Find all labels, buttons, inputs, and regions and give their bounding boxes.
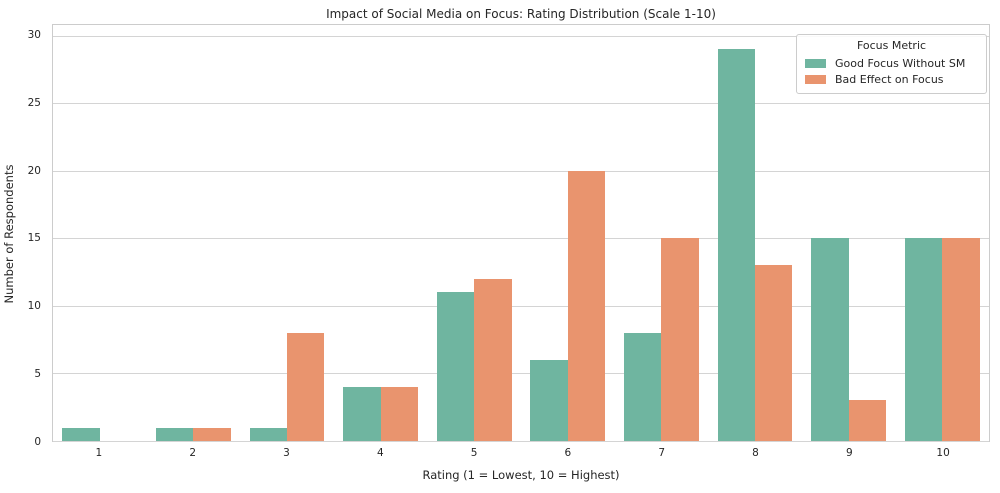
gridline-y-10 (53, 305, 989, 307)
gridline-y-15 (53, 238, 989, 240)
ytick-label-20: 20 (27, 164, 41, 177)
bar-good-focus-without-sm-rating-3 (249, 427, 287, 441)
ytick-label-0: 0 (34, 436, 41, 448)
legend-swatch-icon (805, 58, 826, 68)
ytick-label-10: 10 (27, 300, 41, 313)
xtick-label-6: 6 (564, 447, 572, 459)
legend-item-good-focus-without-sm: Good Focus Without SM (805, 55, 978, 71)
bar-bad-effect-on-focus-rating-5 (474, 278, 512, 441)
xtick-label-10: 10 (936, 447, 950, 459)
legend-items: Good Focus Without SM Bad Effect on Focus (805, 55, 978, 87)
gridline-y-5 (53, 373, 989, 375)
xtick-label-3: 3 (283, 447, 290, 459)
bar-good-focus-without-sm-rating-8 (717, 49, 755, 441)
legend-title: Focus Metric (856, 39, 927, 52)
xtick-label-2: 2 (189, 447, 197, 459)
gridline-y-0 (53, 441, 989, 442)
bar-good-focus-without-sm-rating-4 (343, 386, 381, 441)
ytick-label-5: 5 (34, 368, 41, 381)
bar-good-focus-without-sm-rating-7 (623, 332, 662, 441)
gridline-y-30 (53, 35, 989, 37)
gridline-y-25 (53, 103, 989, 105)
bar-bad-effect-on-focus-rating-9 (848, 400, 887, 441)
xtick-label-4: 4 (376, 447, 384, 459)
bar-bad-effect-on-focus-rating-3 (287, 332, 325, 441)
bar-bad-effect-on-focus-rating-7 (661, 238, 699, 441)
xtick-label-5: 5 (470, 447, 478, 459)
bar-good-focus-without-sm-rating-6 (530, 359, 568, 441)
xtick-label-8: 8 (752, 447, 759, 459)
bar-good-focus-without-sm-rating-1 (62, 427, 100, 441)
xtick-label-7: 7 (658, 447, 666, 459)
bar-bad-effect-on-focus-rating-2 (193, 427, 231, 441)
gridline-y-20 (53, 170, 989, 172)
xtick-label-9: 9 (845, 447, 853, 459)
legend-swatch-icon (805, 74, 826, 84)
bar-bad-effect-on-focus-rating-6 (567, 170, 606, 441)
x-axis-label: Rating (1 = Lowest, 10 = Highest) (422, 468, 620, 482)
legend-item-label: Good Focus Without SM (835, 56, 966, 70)
x-axis-ticks: 1 2 3 4 5 6 7 8 9 10 (52, 447, 990, 462)
bar-good-focus-without-sm-rating-5 (436, 292, 475, 441)
bar-good-focus-without-sm-rating-10 (904, 238, 943, 441)
ytick-label-25: 25 (27, 96, 41, 109)
bar-good-focus-without-sm-rating-2 (155, 427, 194, 441)
chart-title: Impact of Social Media on Focus: Rating … (326, 7, 716, 21)
legend-item-label: Bad Effect on Focus (835, 72, 944, 86)
xtick-label-1: 1 (95, 447, 103, 459)
bar-bad-effect-on-focus-rating-4 (380, 386, 419, 441)
legend: Focus Metric Good Focus Without SM Bad Ef… (796, 34, 987, 94)
legend-item-bad-effect-on-focus: Bad Effect on Focus (805, 71, 978, 87)
y-axis-ticks: 0 5 10 15 20 25 30 (0, 24, 46, 448)
ytick-label-15: 15 (27, 232, 41, 245)
bar-good-focus-without-sm-rating-9 (811, 238, 849, 441)
bar-bad-effect-on-focus-rating-8 (755, 265, 793, 441)
bar-bad-effect-on-focus-rating-10 (942, 238, 980, 441)
ytick-label-30: 30 (27, 28, 41, 41)
